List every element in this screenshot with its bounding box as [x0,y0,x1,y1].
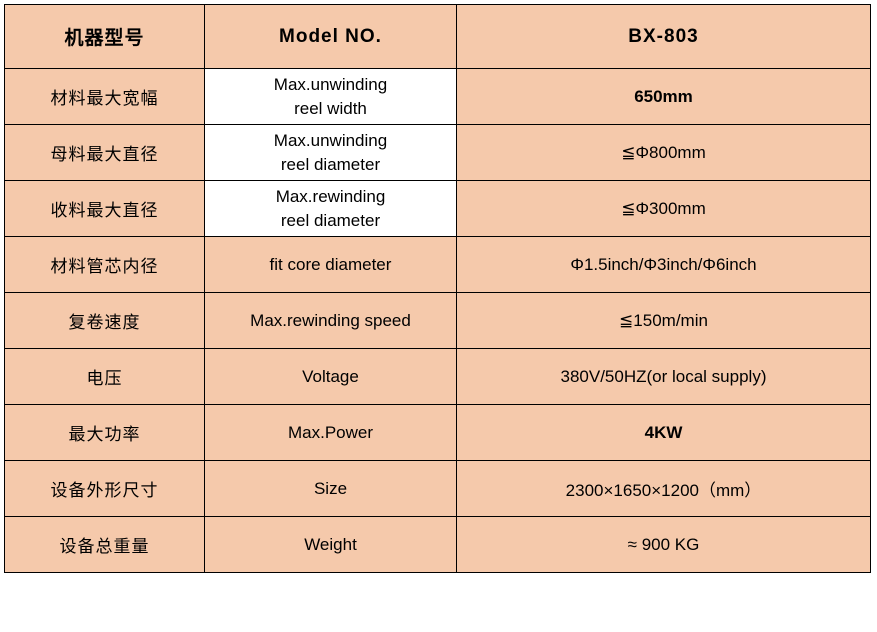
row-cn: 电压 [5,349,205,405]
row-val: ≦150m/min [457,293,871,349]
row-en: Max.rewinding speed [205,293,457,349]
header-cn: 机器型号 [5,5,205,69]
row-en: fit core diameter [205,237,457,293]
header-row: 机器型号 Model NO. BX-803 [5,5,871,69]
table-row: 材料最大宽幅 Max.unwinding reel width 650mm [5,69,871,125]
row-val: 650mm [457,69,871,125]
table-row: 最大功率 Max.Power 4KW [5,405,871,461]
row-val: Φ1.5inch/Φ3inch/Φ6inch [457,237,871,293]
table-row: 母料最大直径 Max.unwinding reel diameter ≦Φ800… [5,125,871,181]
table-row: 收料最大直径 Max.rewinding reel diameter ≦Φ300… [5,181,871,237]
row-en-line2: reel diameter [281,211,380,230]
row-val: ≈ 900 KG [457,517,871,573]
row-en: Max.rewinding reel diameter [205,181,457,237]
table-row: 电压 Voltage 380V/50HZ(or local supply) [5,349,871,405]
table-row: 材料管芯内径 fit core diameter Φ1.5inch/Φ3inch… [5,237,871,293]
row-val: 380V/50HZ(or local supply) [457,349,871,405]
row-val: 2300×1650×1200（mm） [457,461,871,517]
row-en-line2: reel width [294,99,367,118]
row-cn: 收料最大直径 [5,181,205,237]
row-cn: 母料最大直径 [5,125,205,181]
row-cn: 最大功率 [5,405,205,461]
row-en: Voltage [205,349,457,405]
spec-table: 机器型号 Model NO. BX-803 材料最大宽幅 Max.unwindi… [4,4,871,573]
row-en: Size [205,461,457,517]
row-en-line1: Max.rewinding [276,187,386,206]
row-en: Max.Power [205,405,457,461]
row-en-line1: Max.unwinding [274,75,387,94]
row-en: Weight [205,517,457,573]
row-en: Max.unwinding reel width [205,69,457,125]
table-row: 复卷速度 Max.rewinding speed ≦150m/min [5,293,871,349]
row-en-line2: reel diameter [281,155,380,174]
row-val: ≦Φ800mm [457,125,871,181]
row-cn: 材料管芯内径 [5,237,205,293]
row-en: Max.unwinding reel diameter [205,125,457,181]
row-cn: 设备总重量 [5,517,205,573]
row-cn: 复卷速度 [5,293,205,349]
row-cn: 设备外形尺寸 [5,461,205,517]
header-en: Model NO. [205,5,457,69]
row-val: ≦Φ300mm [457,181,871,237]
table-row: 设备总重量 Weight ≈ 900 KG [5,517,871,573]
row-en-line1: Max.unwinding [274,131,387,150]
table-row: 设备外形尺寸 Size 2300×1650×1200（mm） [5,461,871,517]
header-val: BX-803 [457,5,871,69]
row-val: 4KW [457,405,871,461]
row-cn: 材料最大宽幅 [5,69,205,125]
